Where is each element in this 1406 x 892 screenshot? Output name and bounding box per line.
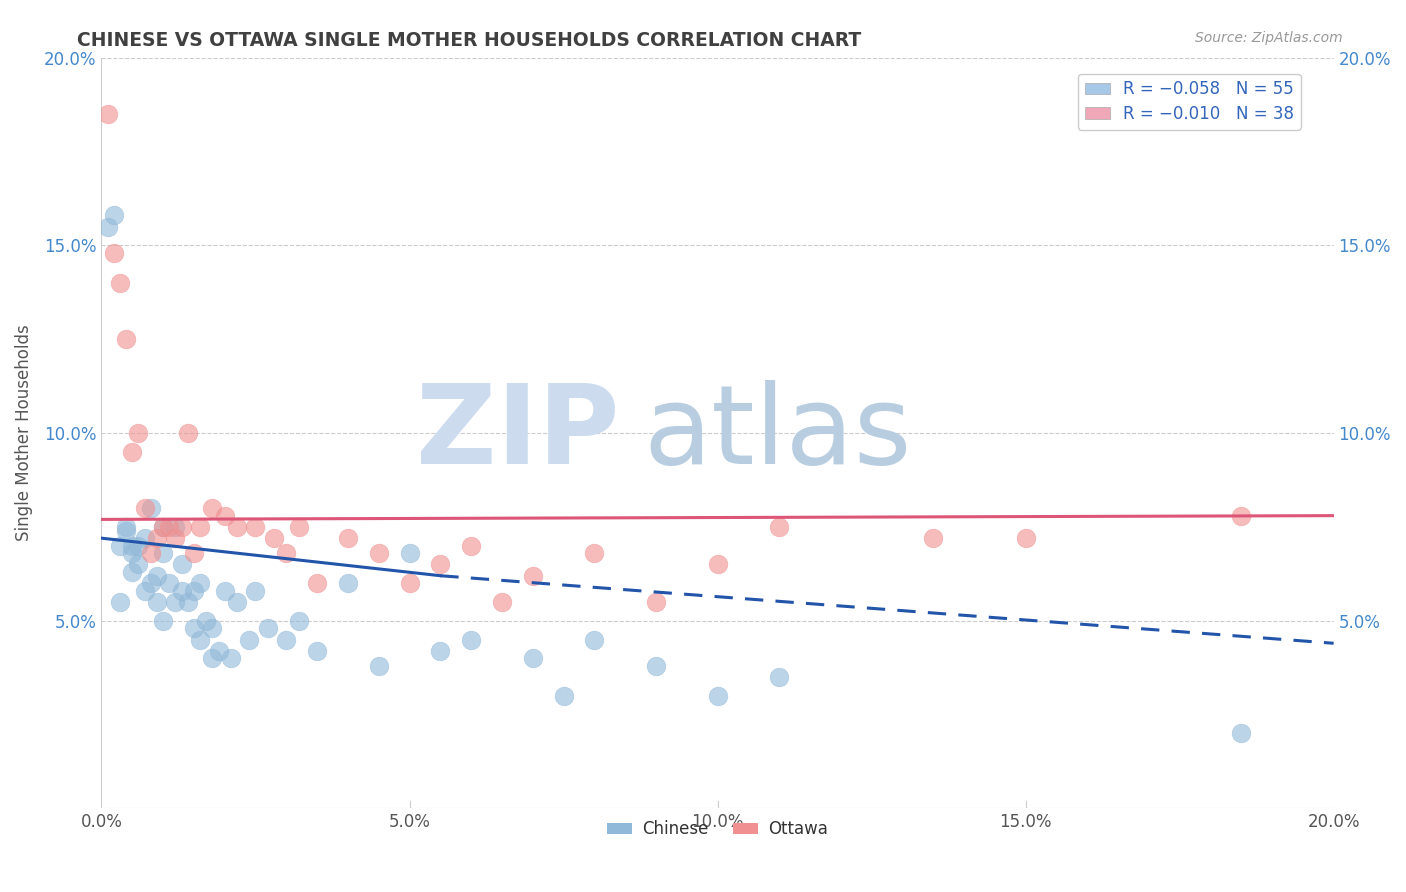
Point: [115, 520, 138, 534]
Point: [214, 508, 236, 523]
Point: [201, 621, 224, 635]
Point: [367, 546, 389, 560]
Point: [134, 501, 156, 516]
Point: [1230, 508, 1253, 523]
Point: [177, 595, 200, 609]
Point: [245, 583, 267, 598]
Point: [256, 621, 278, 635]
Point: [170, 558, 193, 572]
Point: [183, 546, 205, 560]
Point: [645, 595, 668, 609]
Point: [103, 208, 125, 222]
Point: [287, 614, 309, 628]
Point: [336, 531, 359, 545]
Y-axis label: Single Mother Households: Single Mother Households: [15, 325, 32, 541]
Point: [146, 531, 169, 545]
Point: [429, 644, 451, 658]
Text: CHINESE VS OTTAWA SINGLE MOTHER HOUSEHOLDS CORRELATION CHART: CHINESE VS OTTAWA SINGLE MOTHER HOUSEHOL…: [77, 31, 862, 50]
Point: [226, 595, 249, 609]
Point: [152, 546, 174, 560]
Point: [121, 445, 143, 459]
Point: [183, 621, 205, 635]
Point: [97, 219, 120, 234]
Point: [188, 576, 211, 591]
Point: [367, 658, 389, 673]
Point: [219, 651, 242, 665]
Legend: Chinese, Ottawa: Chinese, Ottawa: [600, 814, 835, 845]
Point: [238, 632, 260, 647]
Point: [183, 583, 205, 598]
Point: [522, 651, 544, 665]
Point: [276, 546, 298, 560]
Point: [165, 595, 187, 609]
Point: [287, 520, 309, 534]
Point: [645, 658, 668, 673]
Point: [553, 689, 575, 703]
Point: [177, 425, 200, 440]
Point: [157, 520, 180, 534]
Point: [103, 245, 125, 260]
Point: [139, 576, 162, 591]
Point: [491, 595, 513, 609]
Point: [263, 531, 285, 545]
Point: [1014, 531, 1036, 545]
Point: [307, 576, 329, 591]
Point: [201, 651, 224, 665]
Point: [121, 565, 143, 579]
Point: [188, 632, 211, 647]
Point: [152, 614, 174, 628]
Point: [245, 520, 267, 534]
Point: [108, 539, 131, 553]
Point: [152, 520, 174, 534]
Point: [108, 276, 131, 290]
Point: [460, 632, 482, 647]
Point: [922, 531, 945, 545]
Point: [336, 576, 359, 591]
Point: [127, 539, 149, 553]
Point: [121, 546, 143, 560]
Point: [706, 689, 728, 703]
Point: [460, 539, 482, 553]
Text: Source: ZipAtlas.com: Source: ZipAtlas.com: [1195, 31, 1343, 45]
Point: [583, 632, 606, 647]
Point: [195, 614, 218, 628]
Point: [188, 520, 211, 534]
Point: [157, 576, 180, 591]
Point: [165, 531, 187, 545]
Point: [398, 576, 420, 591]
Point: [115, 524, 138, 538]
Point: [522, 568, 544, 582]
Point: [115, 332, 138, 346]
Point: [207, 644, 229, 658]
Text: ZIP: ZIP: [416, 380, 619, 486]
Point: [768, 520, 790, 534]
Point: [139, 546, 162, 560]
Point: [127, 558, 149, 572]
Point: [1230, 726, 1253, 740]
Point: [165, 520, 187, 534]
Point: [201, 501, 224, 516]
Point: [226, 520, 249, 534]
Point: [170, 583, 193, 598]
Point: [768, 670, 790, 684]
Point: [146, 568, 169, 582]
Point: [127, 425, 149, 440]
Point: [706, 558, 728, 572]
Point: [121, 539, 143, 553]
Point: [152, 520, 174, 534]
Point: [583, 546, 606, 560]
Point: [214, 583, 236, 598]
Point: [276, 632, 298, 647]
Point: [97, 107, 120, 121]
Point: [108, 595, 131, 609]
Point: [134, 531, 156, 545]
Point: [134, 583, 156, 598]
Point: [170, 520, 193, 534]
Point: [307, 644, 329, 658]
Point: [146, 595, 169, 609]
Point: [139, 501, 162, 516]
Text: atlas: atlas: [644, 380, 912, 486]
Point: [429, 558, 451, 572]
Point: [398, 546, 420, 560]
